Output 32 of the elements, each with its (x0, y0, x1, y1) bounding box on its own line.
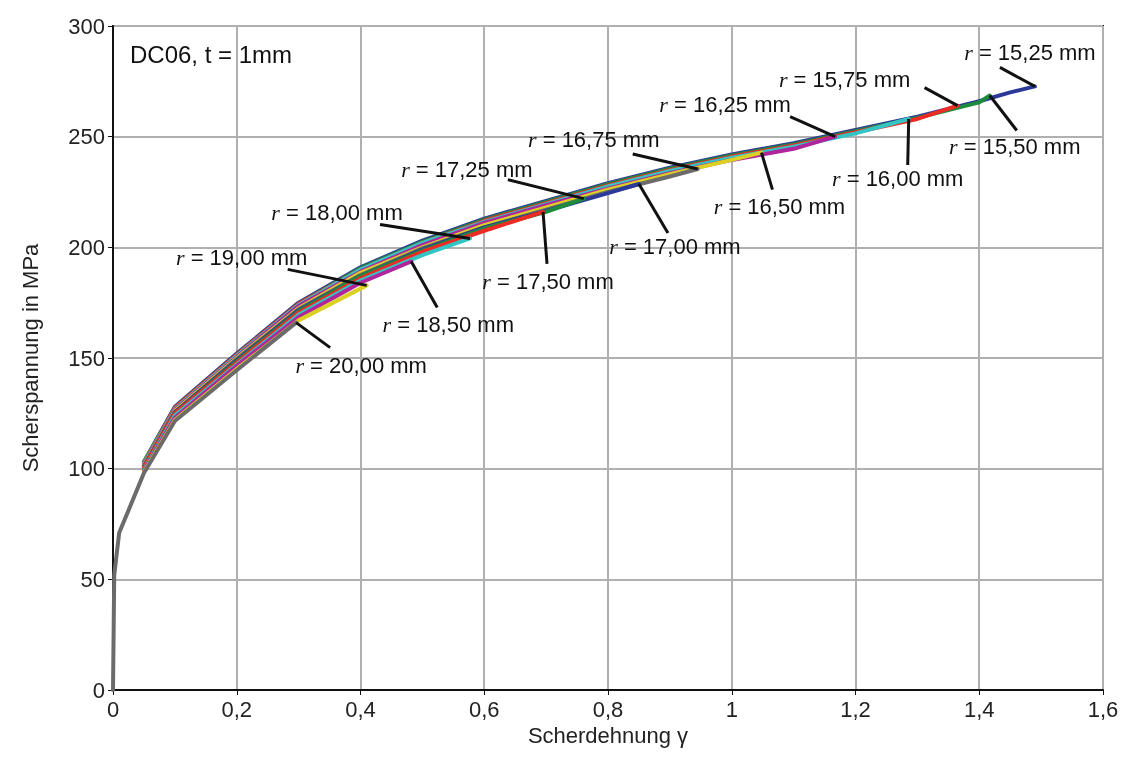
x-tick-label: 1,2 (840, 696, 871, 722)
series-label: r = 17,00 mm (609, 233, 741, 259)
y-tick-label: 200 (68, 234, 105, 260)
series-label: r = 18,50 mm (382, 312, 514, 337)
series-label: r = 17,50 mm (482, 269, 614, 295)
x-axis-title: Scherdehnung γ (527, 723, 689, 749)
series-label: r = 18,00 mm (271, 199, 403, 225)
series-label: r = 16,50 mm (713, 194, 846, 220)
y-tick-label: 250 (68, 124, 105, 150)
x-tick-label: 0,8 (592, 696, 624, 722)
series-label: r = 16,00 mm (831, 166, 964, 192)
series-label: r = 16,75 mm (527, 127, 660, 153)
series-label: r = 15,75 mm (778, 67, 911, 93)
series-label: r = 19,00 mm (175, 244, 308, 270)
x-tick-label: 1,6 (1087, 696, 1119, 722)
x-tick-label: 0,4 (345, 696, 376, 722)
x-tick-label: 0,6 (468, 696, 500, 722)
series-label: r = 15,50 mm (949, 134, 1081, 159)
x-tick-label: 0,2 (221, 696, 253, 722)
y-tick-label: 50 (80, 566, 105, 592)
x-tick-label: 1,4 (963, 696, 995, 722)
series-label: r = 16,25 mm (659, 92, 791, 118)
y-tick-label: 0 (92, 677, 105, 703)
y-tick-label: 100 (68, 456, 105, 482)
x-tick-label: 1 (725, 696, 738, 722)
text: DC06, t = 1mm (130, 40, 293, 68)
series-label: r = 15,25 mm (964, 39, 1096, 65)
series-label: r = 17,25 mm (401, 157, 533, 183)
series-label: r = 20,00 mm (295, 353, 427, 379)
y-tick-label: 150 (68, 345, 105, 371)
y-tick-label: 300 (68, 13, 105, 39)
y-axis-title: Scherspannung in MPa (17, 242, 43, 473)
